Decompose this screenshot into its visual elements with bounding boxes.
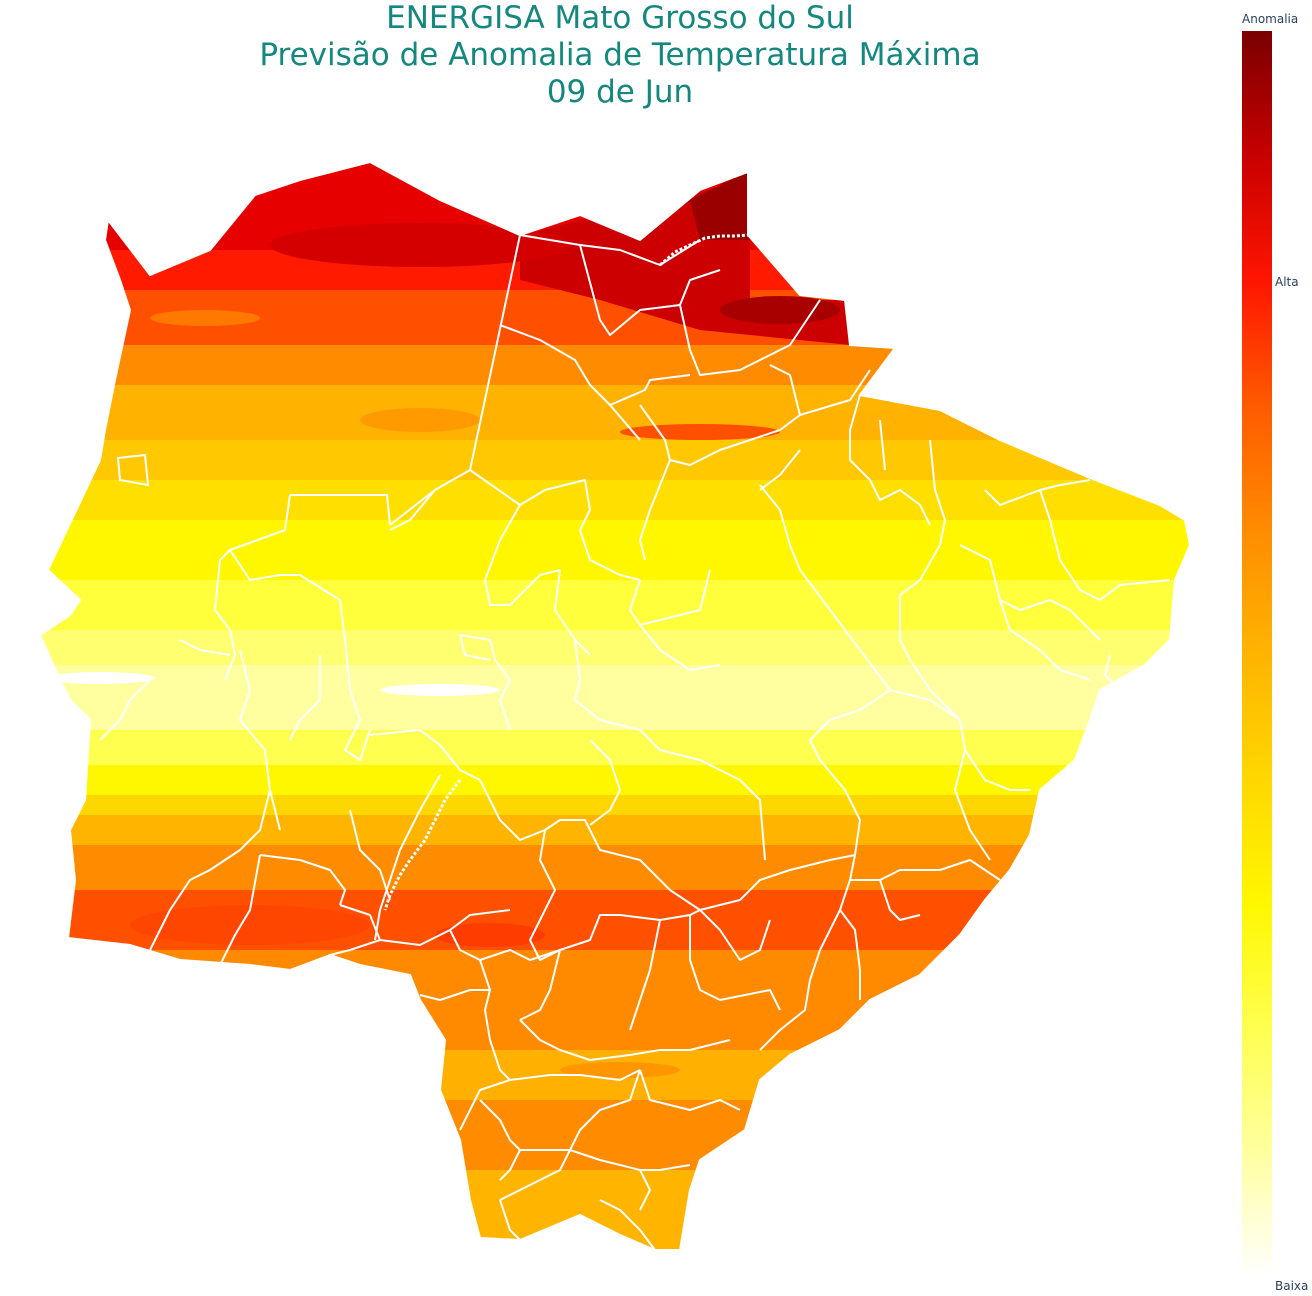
colorbar-title: Anomalia xyxy=(1242,12,1299,26)
colorbar xyxy=(1242,31,1272,1277)
colorbar-high-label: Alta xyxy=(1275,275,1299,289)
anomaly-map[interactable] xyxy=(0,0,1240,1296)
title-line-company: ENERGISA Mato Grosso do Sul xyxy=(386,0,854,36)
map-title: ENERGISA Mato Grosso do Sul Previsão de … xyxy=(0,0,1240,111)
municipality-boundaries xyxy=(99,234,1171,1251)
colorbar-low-label: Baixa xyxy=(1275,1279,1309,1293)
river-boundary-north xyxy=(659,233,749,267)
title-line-date: 09 de Jun xyxy=(546,74,694,110)
river-boundary-central xyxy=(383,779,462,911)
title-line-product: Previsão de Anomalia de Temperatura Máxi… xyxy=(259,37,981,73)
anomaly-bands xyxy=(40,162,1190,1250)
